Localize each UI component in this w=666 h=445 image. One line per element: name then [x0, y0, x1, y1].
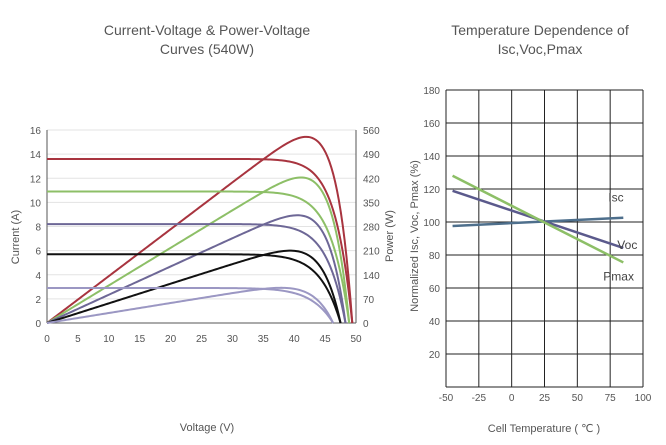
- temp-chart-gridlines: [445, 89, 644, 388]
- iv-x-tick-label: 0: [44, 334, 50, 345]
- iv-y-tick-label: 8: [35, 223, 41, 234]
- isc-series-label: Isc: [608, 191, 623, 205]
- iv-y2-tick-label: 210: [363, 247, 380, 258]
- iv-x-tick-label: 20: [165, 334, 177, 345]
- iv-y-tick-label: 16: [30, 126, 42, 137]
- iv-x-tick-label: 40: [289, 334, 301, 345]
- iv-x-tick-label: 10: [103, 334, 115, 345]
- iv-chart-y2-ticks: 0 70 140 210 280 350 420 490 560: [363, 126, 380, 330]
- pv-curve-4: [46, 249, 342, 324]
- iv-x-tick-label: 25: [196, 334, 208, 345]
- temp-chart-y-ticks: 20 40 60 80 100 120 140 160 180: [423, 86, 440, 361]
- isc-line: [452, 216, 624, 228]
- iv-chart-x-label: Voltage (V): [180, 422, 234, 434]
- iv-y-tick-label: 6: [35, 247, 41, 258]
- temp-x-tick-label: 25: [539, 393, 551, 404]
- temp-chart-title-line1: Temperature Dependence of: [451, 22, 629, 38]
- iv-y2-tick-label: 0: [363, 319, 369, 330]
- pv-curve-1: [46, 135, 354, 324]
- temp-x-tick-label: 100: [635, 393, 652, 404]
- iv-x-tick-label: 50: [350, 334, 362, 345]
- pmax-line: [452, 174, 624, 264]
- iv-curve-1: [47, 157, 354, 324]
- temp-y-tick-label: 80: [429, 251, 441, 262]
- iv-pv-chart: Current-Voltage & Power-Voltage Curves (…: [10, 22, 396, 434]
- temp-x-tick-label: -50: [439, 393, 454, 404]
- temp-y-tick-label: 180: [423, 86, 440, 97]
- temp-x-tick-label: 50: [572, 393, 584, 404]
- iv-y-tick-label: 14: [30, 150, 42, 161]
- iv-curve-5: [47, 287, 334, 324]
- iv-chart-y2-label: Power (W): [384, 210, 396, 262]
- temp-y-tick-label: 20: [429, 350, 441, 361]
- temp-y-tick-label: 100: [423, 218, 440, 229]
- iv-y2-tick-label: 350: [363, 198, 380, 209]
- iv-curve-4: [47, 253, 342, 324]
- iv-curve-3: [47, 223, 347, 324]
- temp-y-tick-label: 140: [423, 152, 440, 163]
- pv-curve-2: [46, 176, 351, 324]
- temp-chart-series: Isc Voc Pmax: [452, 174, 637, 283]
- iv-y2-tick-label: 490: [363, 150, 380, 161]
- temp-chart-title-line2: Isc,Voc,Pmax: [498, 41, 583, 57]
- iv-x-tick-label: 15: [134, 334, 146, 345]
- iv-y2-tick-label: 70: [363, 295, 375, 306]
- iv-x-tick-label: 30: [227, 334, 239, 345]
- iv-x-tick-label: 45: [320, 334, 332, 345]
- iv-y-tick-label: 4: [35, 271, 41, 282]
- iv-chart-curves: [46, 135, 354, 324]
- temp-y-tick-label: 60: [429, 284, 441, 295]
- iv-chart-axes: [46, 130, 357, 324]
- iv-y2-tick-label: 280: [363, 223, 380, 234]
- temp-x-tick-label: 75: [605, 393, 617, 404]
- iv-curve-2: [47, 190, 351, 324]
- iv-x-tick-label: 5: [75, 334, 81, 345]
- iv-y-tick-label: 0: [35, 319, 41, 330]
- iv-y2-tick-label: 560: [363, 126, 380, 137]
- iv-y-tick-label: 12: [30, 174, 42, 185]
- temp-chart-y-label: Normalized Isc, Voc, Pmax (%): [409, 160, 421, 312]
- iv-chart-title-line1: Current-Voltage & Power-Voltage: [104, 22, 310, 38]
- temp-x-tick-label: -25: [472, 393, 487, 404]
- temp-y-tick-label: 160: [423, 119, 440, 130]
- iv-y-tick-label: 10: [30, 198, 42, 209]
- voc-series-label: Voc: [617, 238, 637, 252]
- iv-y-tick-label: 2: [35, 295, 41, 306]
- iv-chart-title-line2: Curves (540W): [160, 41, 254, 57]
- temp-y-tick-label: 120: [423, 185, 440, 196]
- pmax-series-label: Pmax: [603, 269, 634, 283]
- temp-chart-x-ticks: -50 -25 0 25 50 75 100: [439, 393, 652, 404]
- iv-chart-y-ticks: 0 2 4 6 8 10 12 14 16: [30, 126, 42, 330]
- iv-chart-x-ticks: 0 5 10 15 20 25 30 35 40 45 50: [44, 334, 362, 345]
- temperature-chart: Temperature Dependence of Isc,Voc,Pmax I…: [409, 22, 652, 435]
- temp-y-tick-label: 40: [429, 317, 441, 328]
- pv-curve-5: [46, 286, 335, 324]
- temp-x-tick-label: 0: [509, 393, 515, 404]
- iv-chart-y-label: Current (A): [10, 210, 22, 264]
- iv-y2-tick-label: 420: [363, 174, 380, 185]
- temp-chart-x-label: Cell Temperature ( ℃ ): [488, 423, 600, 435]
- iv-y2-tick-label: 140: [363, 271, 380, 282]
- iv-x-tick-label: 35: [258, 334, 270, 345]
